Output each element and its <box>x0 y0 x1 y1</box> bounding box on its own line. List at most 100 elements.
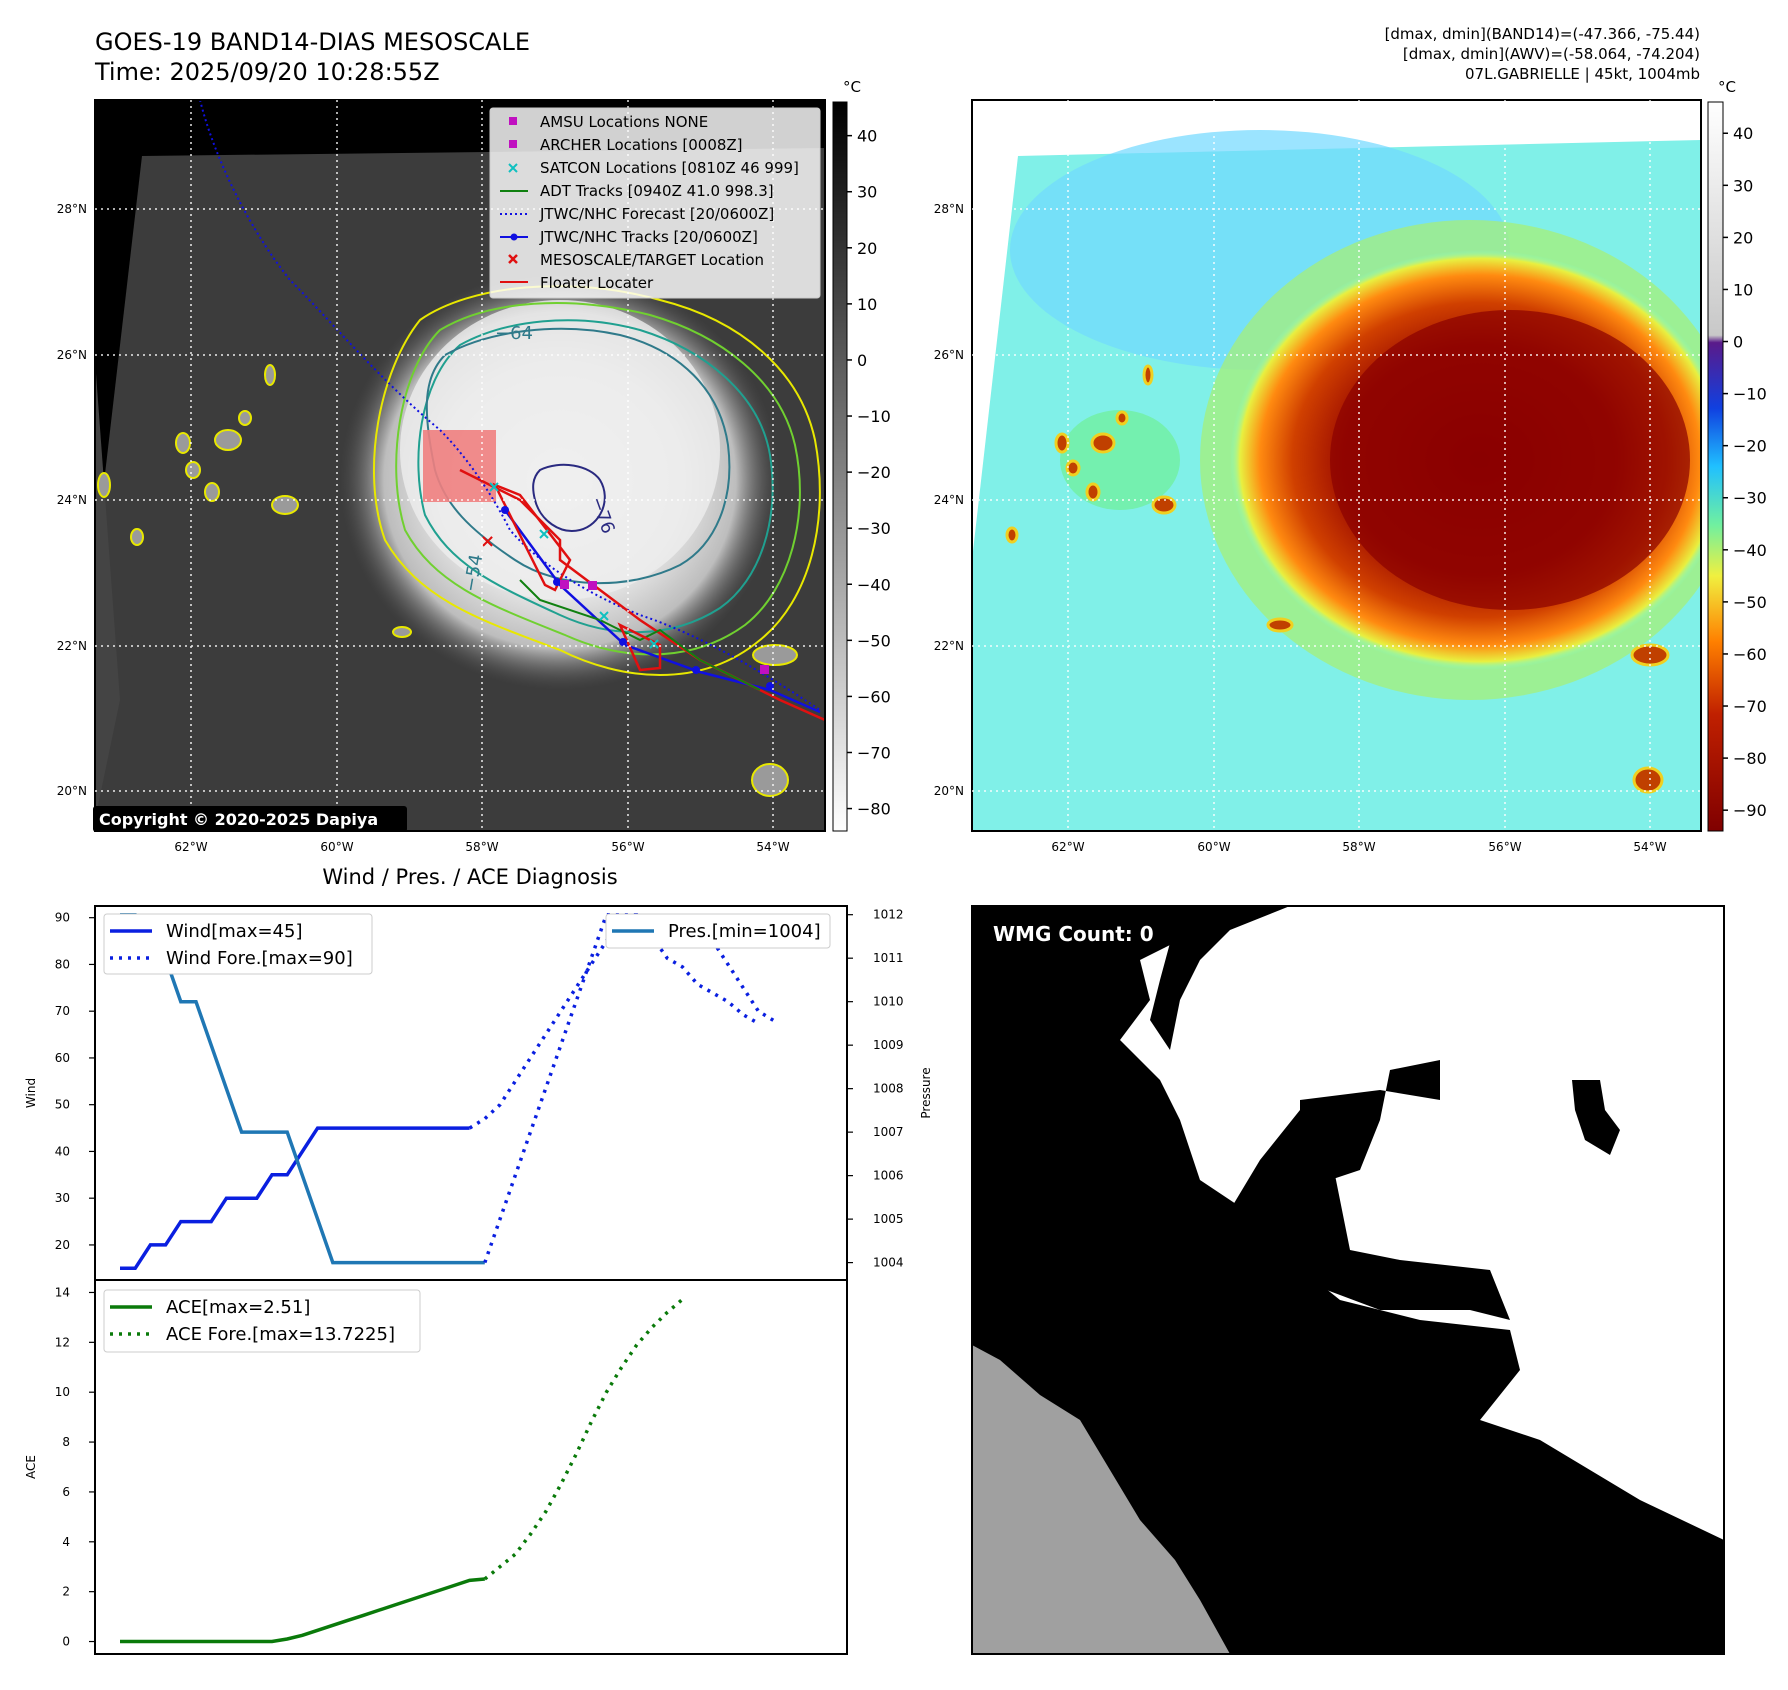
wind-tick-label: 20 <box>55 1238 70 1252</box>
wind-tick-label: 70 <box>55 1004 70 1018</box>
legend-tracks: JTWC/NHC Tracks [20/0600Z] <box>539 228 758 246</box>
svg-text:×: × <box>480 531 495 552</box>
lon-label: 58°W <box>1342 840 1375 854</box>
grayscale-colorbar: °C 40 30 20 10 0 −10 −20 −30 −40 −50 −60 −70 −80 <box>832 78 891 832</box>
wind-axis-label: Wind <box>24 1078 38 1108</box>
pressure-tick-label: 1011 <box>873 951 904 965</box>
lon-label: 62°W <box>1051 840 1084 854</box>
storm-info: 07L.GABRIELLE | 45kt, 1004mb <box>1465 65 1700 83</box>
legend-satcon: SATCON Locations [0810Z 46 999] <box>540 159 799 177</box>
diagnosis-title: Wind / Pres. / ACE Diagnosis <box>322 865 617 889</box>
lon-label: 56°W <box>611 840 644 854</box>
colorbar-tick-label: −80 <box>857 800 891 819</box>
lat-label: 20°N <box>934 784 964 798</box>
ace-legend: ACE[max=2.51] ACE Fore.[max=13.7225] <box>103 1289 421 1353</box>
pressure-tick-label: 1004 <box>873 1256 904 1270</box>
pressure-tick-label: 1007 <box>873 1125 904 1139</box>
stat-band14: [dmax, dmin](BAND14)=(-47.366, -75.44) <box>1385 25 1700 43</box>
figure-title: GOES-19 BAND14-DIAS MESOSCALE <box>95 28 530 56</box>
wind-tick-label: 80 <box>55 957 70 971</box>
color-colorbar: °C 40 30 20 10 0 −10 −20 −30 −40 −50 −60 −70 −80 −90 <box>1707 78 1767 832</box>
pressure-tick-label: 1012 <box>873 908 904 922</box>
colorbar-tick-label: 10 <box>1733 280 1753 299</box>
color-ir-map: 28°N 26°N 24°N 22°N 20°N 62°W 60°W 58°W … <box>934 99 1702 854</box>
stat-awv: [dmax, dmin](AWV)=(-58.064, -74.204) <box>1403 45 1700 63</box>
wind-legend: Wind[max=45] Wind Fore.[max=90] <box>103 913 373 975</box>
pressure-tick-label: 1009 <box>873 1038 904 1052</box>
pressure-tick-label: 1006 <box>873 1169 904 1183</box>
colorbar-tick-label: −30 <box>1733 489 1767 508</box>
colorbar-tick-label: −70 <box>857 743 891 762</box>
ace-tick-label: 10 <box>55 1385 70 1399</box>
ace-tick-label: 0 <box>62 1635 70 1649</box>
legend-adt: ADT Tracks [0940Z 41.0 998.3] <box>540 182 774 200</box>
lon-label: 60°W <box>1197 840 1230 854</box>
wind-tick-label: 30 <box>55 1191 70 1205</box>
wind-tick-label: 40 <box>55 1144 70 1158</box>
colorbar-tick-label: −10 <box>857 407 891 426</box>
ace-tick-label: 12 <box>55 1335 70 1349</box>
copyright-notice: Copyright © 2020-2025 Dapiya <box>99 810 378 829</box>
wmg-panel: WMG Count: 0 <box>971 905 1725 1655</box>
wind-line <box>120 1126 470 1271</box>
colorbar-tick-label: −40 <box>857 575 891 594</box>
lon-label: 54°W <box>1633 840 1666 854</box>
colorbar-tick-label: 20 <box>857 239 877 258</box>
wind-pressure-chart: Wind Pressure 90 80 70 60 50 40 30 20 1012 1011 1… <box>24 905 933 1281</box>
ace-tick-label: 14 <box>55 1285 70 1299</box>
colorbar-tick-label: −80 <box>1733 749 1767 768</box>
wind-tick-label: 50 <box>55 1098 70 1112</box>
pressure-legend: Pres.[min=1004] <box>605 913 831 949</box>
lon-label: 60°W <box>320 840 353 854</box>
colorbar-tick-label: −50 <box>857 631 891 650</box>
legend-wind: Wind[max=45] <box>166 921 303 942</box>
ace-tick-label: 6 <box>62 1485 70 1499</box>
colorbar-tick-label: 10 <box>857 295 877 314</box>
legend-floater: Floater Locater <box>540 274 654 292</box>
lat-label: 24°N <box>934 493 964 507</box>
ace-chart: ACE 14 12 10 8 6 4 2 0 ACE[max=2.51] ACE Fore.[… <box>24 1279 848 1655</box>
floater-box <box>423 430 496 502</box>
wmg-count: WMG Count: 0 <box>993 922 1154 946</box>
pressure-line <box>120 912 485 1265</box>
lon-label: 54°W <box>756 840 789 854</box>
ace-tick-label: 2 <box>62 1585 70 1599</box>
lat-label: 28°N <box>57 202 87 216</box>
lat-label: 28°N <box>934 202 964 216</box>
colorbar-tick-label: −20 <box>1733 437 1767 456</box>
colorbar-tick-label: −60 <box>857 687 891 706</box>
lon-label: 62°W <box>174 840 207 854</box>
map-legend: AMSU Locations NONE ARCHER Locations [00… <box>489 107 821 299</box>
legend-ace-fore: ACE Fore.[max=13.7225] <box>166 1324 395 1345</box>
colorbar-tick-label: −40 <box>1733 541 1767 560</box>
legend-pressure: Pres.[min=1004] <box>668 921 821 942</box>
colorbar-unit: °C <box>1718 78 1736 96</box>
pressure-tick-label: 1005 <box>873 1212 904 1226</box>
pressure-axis-label: Pressure <box>919 1067 933 1118</box>
colorbar-unit: °C <box>843 78 861 96</box>
lat-label: 22°N <box>934 639 964 653</box>
colorbar-tick-label: 20 <box>1733 228 1753 247</box>
colorbar-tick-label: 40 <box>857 127 877 146</box>
ace-axis-label: ACE <box>24 1455 38 1479</box>
colorbar-tick-label: 30 <box>857 183 877 202</box>
wind-tick-label: 60 <box>55 1051 70 1065</box>
colorbar-tick-label: −30 <box>857 519 891 538</box>
colorbar-tick-label: −90 <box>1733 801 1767 820</box>
colorbar-tick-label: −20 <box>857 463 891 482</box>
colorbar-tick-label: 40 <box>1733 124 1753 143</box>
legend-forecast: JTWC/NHC Forecast [20/0600Z] <box>539 205 774 223</box>
colorbar-tick-label: 30 <box>1733 176 1753 195</box>
pressure-tick-label: 1010 <box>873 995 904 1009</box>
colorbar-tick-label: 0 <box>857 351 867 370</box>
lon-label: 56°W <box>1488 840 1521 854</box>
lat-label: 22°N <box>57 639 87 653</box>
colorbar-tick-label: −70 <box>1733 697 1767 716</box>
colorbar-tick-label: 0 <box>1733 333 1743 352</box>
colorbar-tick-label: −60 <box>1733 645 1767 664</box>
figure-time: Time: 2025/09/20 10:28:55Z <box>94 58 440 86</box>
legend-ace: ACE[max=2.51] <box>166 1297 310 1318</box>
legend-amsu: AMSU Locations NONE <box>540 113 708 131</box>
colorbar-tick-label: −10 <box>1733 385 1767 404</box>
colorbar-tick-label: −50 <box>1733 593 1767 612</box>
